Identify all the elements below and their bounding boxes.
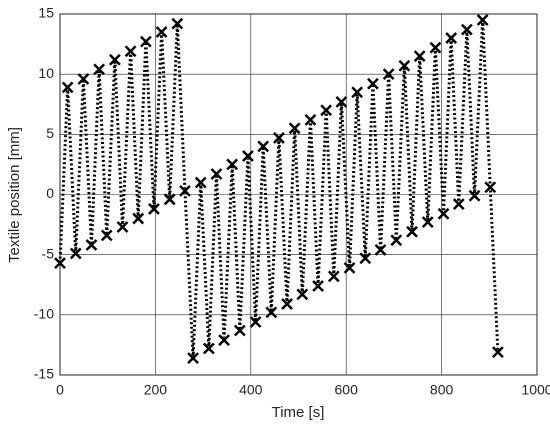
marker: [124, 45, 137, 58]
y-axis-label: Textile position [mm]: [6, 127, 23, 263]
marker: [367, 77, 379, 90]
y-tick-label: -10: [34, 306, 54, 322]
marker: [265, 306, 278, 319]
marker: [61, 81, 74, 94]
marker: [351, 86, 364, 99]
x-axis-label: Time [s]: [272, 404, 325, 421]
marker: [421, 216, 434, 229]
marker: [359, 252, 372, 265]
x-tick-label: 1000: [521, 382, 550, 398]
marker: [468, 189, 481, 202]
marker: [382, 68, 395, 81]
y-tick-label: 5: [46, 125, 54, 141]
y-tick-label: 15: [38, 5, 54, 21]
marker: [171, 17, 184, 30]
marker: [242, 150, 254, 162]
x-tick-label: 600: [335, 382, 359, 398]
marker: [429, 41, 442, 54]
x-tick-label: 400: [239, 382, 263, 398]
marker: [398, 59, 411, 72]
marker: [100, 229, 113, 242]
marker: [179, 185, 191, 197]
marker: [54, 257, 66, 269]
marker: [343, 262, 356, 274]
marker: [93, 63, 105, 76]
marker: [484, 181, 497, 194]
marker: [413, 50, 426, 63]
marker: [226, 158, 239, 171]
y-tick-label: 0: [46, 185, 54, 201]
marker: [77, 73, 90, 85]
marker: [296, 288, 309, 301]
y-tick-label: -5: [42, 245, 55, 261]
marker: [148, 203, 160, 215]
marker: [406, 225, 418, 238]
marker: [69, 247, 82, 260]
x-tick-label: 800: [430, 382, 454, 398]
marker: [233, 324, 246, 337]
marker: [460, 23, 473, 36]
y-tick-label: -15: [34, 366, 54, 382]
marker: [257, 140, 270, 153]
marker: [288, 122, 301, 135]
marker: [437, 207, 450, 220]
marker: [452, 198, 465, 211]
marker: [139, 35, 152, 48]
marker: [218, 334, 230, 346]
marker: [335, 95, 348, 108]
marker: [281, 298, 293, 310]
y-tick-label: 10: [38, 65, 54, 81]
plot-frame: [59, 13, 538, 376]
marker: [116, 221, 129, 233]
marker: [187, 352, 199, 365]
x-tick-label: 0: [56, 382, 64, 398]
marker: [155, 26, 168, 38]
marker: [108, 53, 121, 66]
marker: [85, 239, 98, 251]
marker: [320, 104, 333, 117]
marker: [202, 342, 215, 355]
marker: [304, 114, 317, 126]
marker: [132, 212, 145, 225]
marker: [249, 316, 262, 328]
marker: [492, 346, 504, 359]
series-line: [58, 19, 500, 359]
x-tick-label: 200: [144, 382, 168, 398]
marker: [390, 234, 403, 247]
marker: [163, 193, 176, 206]
marker: [194, 176, 207, 189]
marker: [374, 243, 387, 256]
marker: [273, 132, 285, 144]
marker: [327, 270, 340, 283]
marker: [210, 168, 223, 180]
marker: [312, 280, 324, 292]
marker: [476, 14, 489, 26]
marker: [445, 32, 458, 44]
